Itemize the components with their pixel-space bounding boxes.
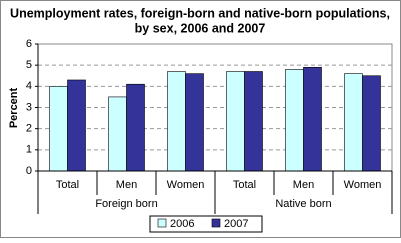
bar <box>167 71 186 172</box>
chart-title: by sex, 2006 and 2007 <box>135 21 266 35</box>
legend-swatch <box>157 218 167 228</box>
bar <box>108 96 127 172</box>
y-tick-label: 6 <box>26 38 32 50</box>
bar <box>67 79 86 172</box>
legend <box>149 215 263 233</box>
bar <box>362 75 381 172</box>
x-tick-label: Women <box>344 179 382 191</box>
legend-label: 2007 <box>224 218 248 230</box>
chart-title: Unemployment rates, foreign-born and nat… <box>10 6 390 20</box>
bar <box>344 73 363 172</box>
y-tick-label: 2 <box>26 123 32 135</box>
bar <box>244 71 263 172</box>
y-tick-label: 4 <box>26 80 32 92</box>
legend-label: 2006 <box>170 218 194 230</box>
legend-swatch <box>211 218 221 228</box>
group-label: Foreign born <box>95 198 157 210</box>
bar <box>226 71 245 172</box>
y-tick-label: 0 <box>26 165 32 177</box>
bar <box>49 86 68 172</box>
x-tick-label: Total <box>56 179 79 191</box>
x-tick-label: Women <box>167 179 205 191</box>
bar <box>285 69 304 172</box>
x-tick-label: Total <box>233 179 256 191</box>
x-tick-label: Men <box>293 179 314 191</box>
y-tick-label: 1 <box>26 144 32 156</box>
x-tick-label: Men <box>116 179 137 191</box>
bar <box>303 66 322 172</box>
group-label: Native born <box>275 198 331 210</box>
y-tick-label: 3 <box>26 101 32 113</box>
bar <box>185 73 204 172</box>
y-axis-label: Percent <box>8 87 20 128</box>
y-tick-label: 5 <box>26 59 32 71</box>
chart: Unemployment rates, foreign-born and nat… <box>0 0 401 238</box>
bar <box>126 83 145 172</box>
